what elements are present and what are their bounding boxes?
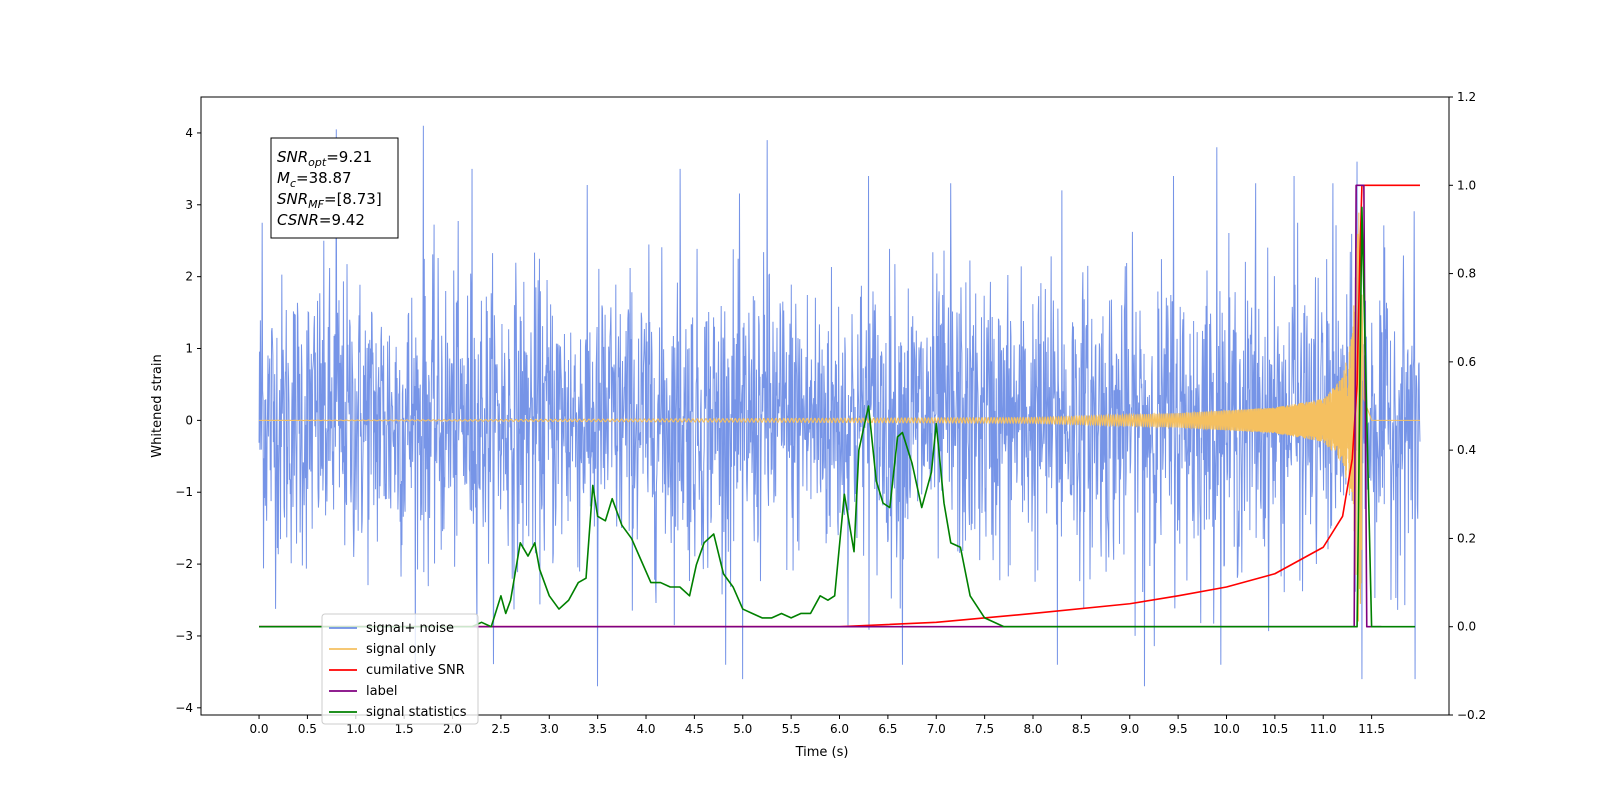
x-tick-label: 10.0 xyxy=(1213,722,1240,736)
y2-tick-label: 1.2 xyxy=(1457,90,1476,104)
x-tick-label: 6.5 xyxy=(878,722,897,736)
y2-tick-label: 1.0 xyxy=(1457,178,1476,192)
annotation-line: Mc=38.87 xyxy=(277,169,352,190)
series-signal-noise xyxy=(258,125,1421,687)
x-tick-label: 11.5 xyxy=(1358,722,1385,736)
x-axis: 0.0 0.5 1.0 1.5 2.0 2.5 3.0 3.5 4.0 4.5 5.0 5.5 6.0 6… xyxy=(249,715,1385,736)
legend-label: cumilative SNR xyxy=(366,663,465,678)
x-tick-label: 7.5 xyxy=(975,722,994,736)
y2-tick-label: 0.2 xyxy=(1457,531,1476,545)
x-axis-label: Time (s) xyxy=(795,745,849,760)
x-tick-label: 5.5 xyxy=(782,722,801,736)
annotation-line: SNRopt=9.21 xyxy=(277,148,372,169)
x-tick-label: 9.0 xyxy=(1120,722,1139,736)
annotation-line: SNRMF=[8.73] xyxy=(277,190,382,211)
y-tick-label: −3 xyxy=(175,629,193,643)
y2-tick-label: 0.4 xyxy=(1457,443,1476,457)
x-tick-label: 8.0 xyxy=(1023,722,1042,736)
y2-tick-label: 0.0 xyxy=(1457,620,1476,634)
annotation-line: CSNR=9.42 xyxy=(277,211,365,229)
x-tick-label: 0.5 xyxy=(298,722,317,736)
y2-tick-label: 0.6 xyxy=(1457,355,1476,369)
x-tick-label: 5.0 xyxy=(733,722,752,736)
x-tick-label: 6.0 xyxy=(830,722,849,736)
x-tick-label: 11.0 xyxy=(1310,722,1337,736)
y-tick-label: 2 xyxy=(185,270,193,284)
y-tick-label: 4 xyxy=(185,126,193,140)
x-tick-label: 2.5 xyxy=(491,722,510,736)
y-tick-label: 3 xyxy=(185,198,193,212)
annotation-frame xyxy=(270,137,399,239)
y-tick-label: −4 xyxy=(175,701,193,715)
plot-frame xyxy=(200,96,1450,716)
x-tick-label: 4.5 xyxy=(685,722,704,736)
x-tick-label: 2.0 xyxy=(443,722,462,736)
legend-label: label xyxy=(366,684,397,699)
x-tick-label: 1.5 xyxy=(395,722,414,736)
y-tick-label: 0 xyxy=(185,413,193,427)
y-axis-label: Whitened strain xyxy=(150,354,165,457)
y2-tick-label: −0.2 xyxy=(1457,708,1486,722)
y2-tick-label: 0.8 xyxy=(1457,267,1476,281)
y-tick-label: −1 xyxy=(175,485,193,499)
legend-frame xyxy=(321,613,479,725)
legend-label: signal only xyxy=(366,642,436,657)
x-tick-label: 0.0 xyxy=(249,722,268,736)
x-tick-label: 10.5 xyxy=(1262,722,1289,736)
legend: signal+ noise signal only cumilative SNR la… xyxy=(321,613,479,725)
x-tick-label: 9.5 xyxy=(1169,722,1188,736)
legend-label: signal+ noise xyxy=(366,621,454,636)
y-axis-left: 4 3 2 1 0 −1 −2 −3 −4 xyxy=(175,126,201,715)
legend-label: signal statistics xyxy=(366,705,467,720)
y-tick-label: −2 xyxy=(175,557,193,571)
series-cumulative-snr xyxy=(259,184,1420,628)
x-tick-label: 8.5 xyxy=(1072,722,1091,736)
x-tick-label: 3.0 xyxy=(540,722,559,736)
x-tick-label: 1.0 xyxy=(346,722,365,736)
y-tick-label: 1 xyxy=(185,342,193,356)
y-axis-right: 1.2 1.0 0.8 0.6 0.4 0.2 0.0 −0.2 xyxy=(1449,90,1486,722)
series-signal-statistics xyxy=(259,206,1416,628)
series-layer xyxy=(258,125,1421,687)
x-tick-label: 7.0 xyxy=(927,722,946,736)
series-signal-only xyxy=(259,212,1420,622)
x-tick-label: 3.5 xyxy=(588,722,607,736)
x-tick-label: 4.0 xyxy=(636,722,655,736)
